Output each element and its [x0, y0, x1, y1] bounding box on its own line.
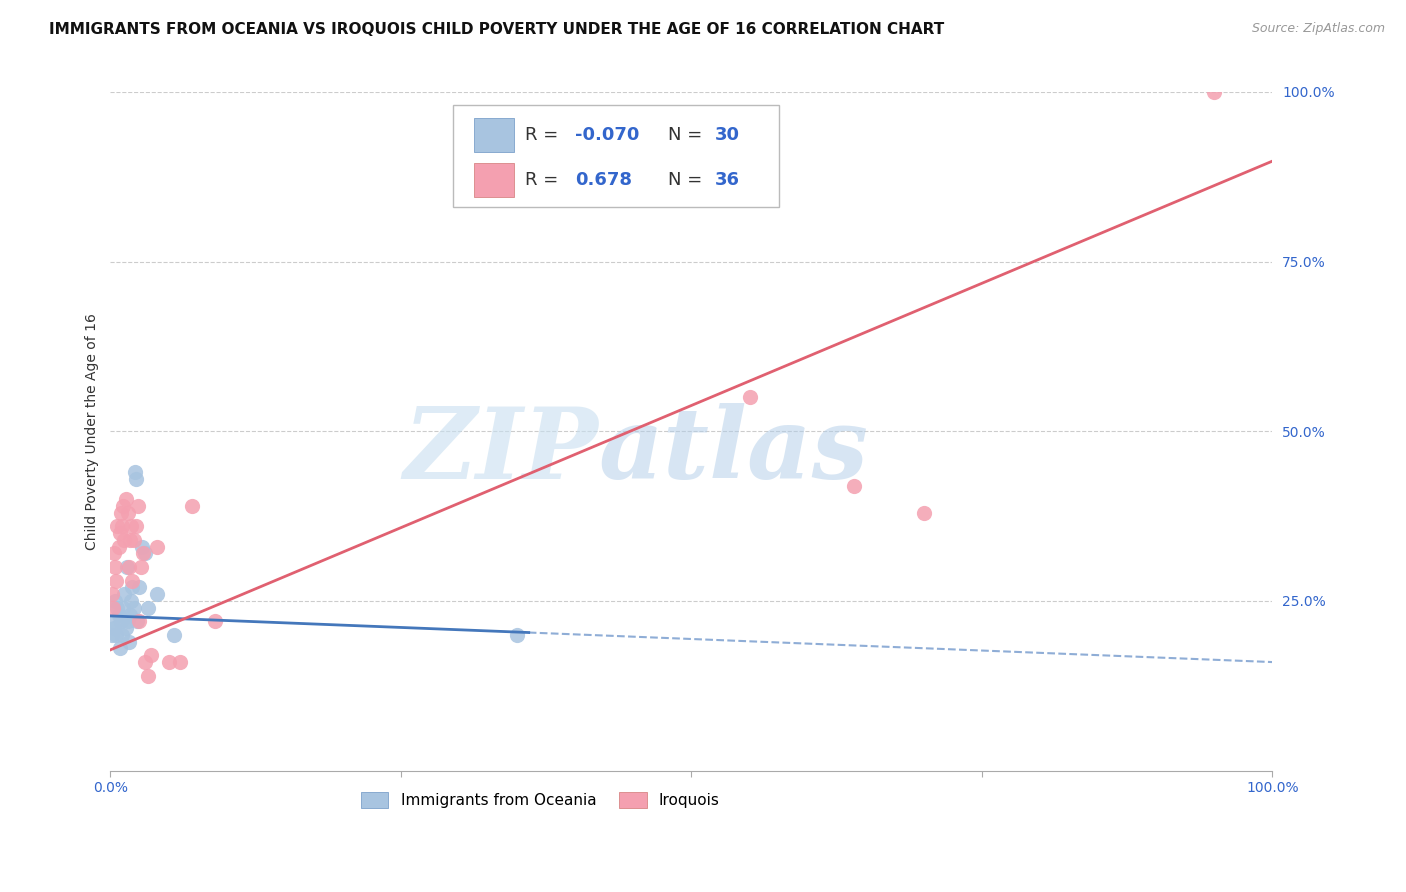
Point	[118, 560, 141, 574]
Point	[118, 634, 141, 648]
Point	[125, 472, 148, 486]
FancyBboxPatch shape	[474, 163, 513, 197]
Point	[842, 478, 865, 492]
Text: 0.678: 0.678	[575, 171, 633, 189]
Text: 36: 36	[714, 171, 740, 189]
Point	[121, 581, 143, 595]
Point	[124, 465, 146, 479]
Point	[163, 628, 186, 642]
Point	[114, 492, 136, 507]
Point	[104, 594, 127, 608]
Point	[111, 628, 134, 642]
Point	[506, 628, 529, 642]
Point	[105, 574, 128, 588]
Point	[104, 560, 127, 574]
Point	[112, 587, 135, 601]
Point	[129, 560, 152, 574]
Point	[112, 499, 135, 513]
Text: N =: N =	[668, 126, 703, 144]
Point	[131, 540, 153, 554]
Point	[101, 600, 124, 615]
Point	[112, 533, 135, 547]
Point	[128, 581, 150, 595]
Point	[120, 607, 142, 622]
Point	[111, 519, 134, 533]
Point	[134, 655, 156, 669]
Point	[122, 600, 145, 615]
Text: IMMIGRANTS FROM OCEANIA VS IROQUOIS CHILD POVERTY UNDER THE AGE OF 16 CORRELATIO: IMMIGRANTS FROM OCEANIA VS IROQUOIS CHIL…	[49, 22, 945, 37]
Point	[120, 533, 142, 547]
Point	[136, 668, 159, 682]
Point	[103, 621, 125, 635]
Y-axis label: Child Poverty Under the Age of 16: Child Poverty Under the Age of 16	[86, 313, 100, 549]
Point	[117, 615, 139, 629]
Point	[146, 587, 169, 601]
Text: N =: N =	[668, 171, 703, 189]
Point	[120, 594, 142, 608]
Point	[134, 546, 156, 560]
Text: ZIP: ZIP	[404, 403, 599, 500]
Point	[101, 615, 124, 629]
Point	[132, 546, 155, 560]
Point	[128, 615, 150, 629]
Point	[204, 615, 226, 629]
Point	[738, 390, 761, 404]
Point	[105, 600, 128, 615]
FancyBboxPatch shape	[453, 105, 779, 207]
Point	[115, 560, 138, 574]
Point	[127, 499, 149, 513]
Point	[108, 641, 131, 656]
Point	[121, 574, 143, 588]
FancyBboxPatch shape	[474, 119, 513, 152]
Point	[169, 655, 191, 669]
Point	[108, 526, 131, 541]
Point	[122, 533, 145, 547]
Point	[157, 655, 180, 669]
Point	[1204, 85, 1226, 99]
Point	[100, 587, 122, 601]
Point	[180, 499, 202, 513]
Text: R =: R =	[526, 171, 558, 189]
Point	[136, 600, 159, 615]
Text: -0.070: -0.070	[575, 126, 640, 144]
Point	[100, 628, 122, 642]
Text: R =: R =	[526, 126, 558, 144]
Point	[107, 607, 129, 622]
Point	[125, 519, 148, 533]
Point	[127, 615, 149, 629]
Point	[912, 506, 935, 520]
Text: Source: ZipAtlas.com: Source: ZipAtlas.com	[1251, 22, 1385, 36]
Legend: Immigrants from Oceania, Iroquois: Immigrants from Oceania, Iroquois	[354, 786, 725, 814]
Point	[105, 519, 128, 533]
Point	[114, 621, 136, 635]
Text: 30: 30	[714, 126, 740, 144]
Point	[146, 540, 169, 554]
Point	[139, 648, 162, 663]
Point	[110, 615, 132, 629]
Point	[120, 519, 142, 533]
Point	[103, 546, 125, 560]
Point	[117, 506, 139, 520]
Point	[110, 506, 132, 520]
Point	[112, 600, 135, 615]
Point	[105, 628, 128, 642]
Point	[107, 540, 129, 554]
Text: atlas: atlas	[599, 403, 869, 500]
